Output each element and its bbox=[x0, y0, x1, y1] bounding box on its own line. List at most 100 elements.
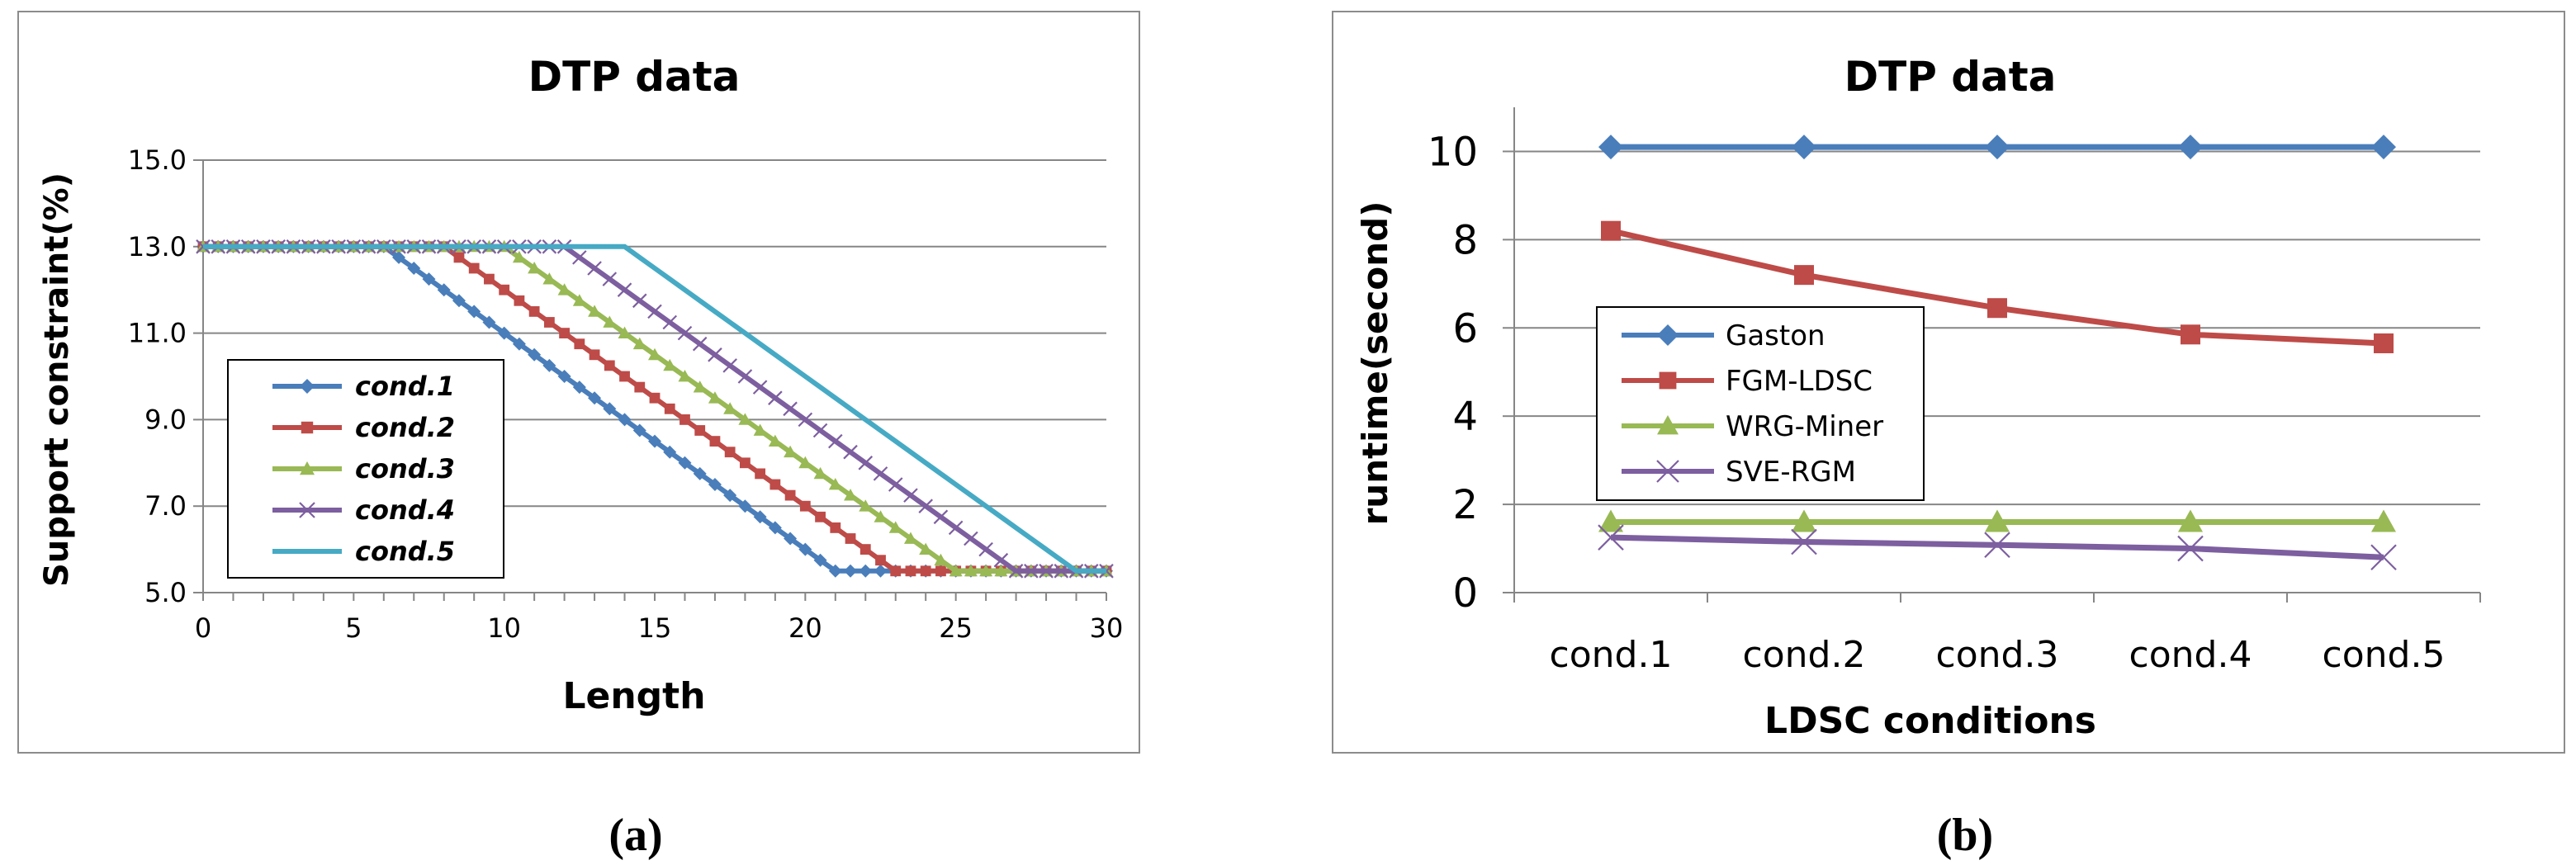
data-point bbox=[1601, 220, 1621, 241]
y-tick-label: 7.0 bbox=[144, 490, 187, 522]
data-point bbox=[2371, 135, 2396, 160]
data-point bbox=[680, 414, 690, 425]
legend-marker bbox=[1656, 460, 1679, 483]
y-tick-label: 10 bbox=[1428, 129, 1478, 175]
data-point bbox=[828, 478, 842, 490]
data-point bbox=[468, 262, 480, 274]
data-point bbox=[664, 403, 675, 414]
data-point bbox=[769, 479, 781, 490]
data-point bbox=[632, 423, 646, 437]
data-point bbox=[920, 565, 931, 577]
data-point bbox=[722, 358, 737, 373]
data-point bbox=[903, 532, 917, 544]
y-tick-label: 13.0 bbox=[128, 231, 187, 262]
chart-b-axes bbox=[1503, 107, 2481, 603]
data-point bbox=[514, 295, 525, 306]
y-tick-label: 15.0 bbox=[128, 144, 187, 176]
data-point bbox=[994, 564, 1008, 577]
data-point bbox=[813, 466, 827, 480]
data-point bbox=[1984, 532, 2010, 559]
data-point bbox=[1598, 135, 1623, 160]
x-tick-label: cond.3 bbox=[1936, 634, 2059, 676]
data-point bbox=[678, 370, 692, 382]
chart-a-x-label: Length bbox=[562, 675, 705, 717]
legend-label: SVE-RGM bbox=[1726, 456, 1856, 489]
data-point bbox=[979, 564, 993, 577]
data-point bbox=[755, 468, 766, 480]
legend-label: cond.4 bbox=[355, 494, 455, 526]
data-point bbox=[812, 423, 828, 438]
chart-b-y-ticks: 0 2 4 6 8 10 bbox=[1428, 129, 1478, 617]
data-point bbox=[2178, 509, 2203, 532]
x-tick-label: 20 bbox=[788, 612, 822, 644]
data-point bbox=[648, 434, 661, 448]
legend-marker bbox=[1657, 324, 1679, 346]
data-point bbox=[499, 284, 510, 295]
data-point bbox=[859, 564, 873, 578]
data-point bbox=[978, 541, 993, 557]
data-point bbox=[632, 337, 646, 350]
y-tick-label: 4 bbox=[1452, 394, 1478, 440]
data-point bbox=[828, 433, 843, 449]
data-point bbox=[663, 445, 677, 459]
data-point bbox=[828, 564, 842, 578]
x-tick-label: 30 bbox=[1090, 612, 1124, 644]
y-tick-label: 11.0 bbox=[128, 318, 187, 349]
data-point bbox=[949, 564, 963, 577]
panel-label-a: (a) bbox=[608, 810, 662, 861]
chart-a-legend: cond.1 cond.2 cond.3 cond.4 cond.5 bbox=[227, 359, 504, 579]
data-point bbox=[948, 520, 964, 536]
data-point bbox=[1794, 265, 1814, 286]
data-point bbox=[557, 370, 571, 383]
data-point bbox=[752, 380, 768, 395]
legend-marker bbox=[301, 421, 314, 434]
chart-a-y-ticks: 5.0 7.0 9.0 11.0 13.0 15.0 bbox=[128, 144, 187, 608]
data-point bbox=[543, 317, 555, 328]
series-cond.5 bbox=[203, 243, 1106, 574]
data-point bbox=[859, 544, 871, 555]
data-point bbox=[602, 272, 618, 286]
data-point bbox=[662, 314, 678, 330]
data-point bbox=[934, 553, 948, 566]
data-point bbox=[964, 564, 978, 577]
series-line bbox=[203, 243, 1106, 574]
data-point bbox=[919, 542, 933, 555]
chart-b-x-label: LDSC conditions bbox=[1764, 700, 2096, 742]
data-point bbox=[587, 261, 602, 276]
data-point bbox=[484, 273, 495, 285]
data-point bbox=[452, 294, 466, 308]
x-tick-label: 5 bbox=[345, 612, 362, 644]
data-point bbox=[723, 402, 737, 414]
legend-label: FGM-LDSC bbox=[1726, 365, 1873, 398]
data-point bbox=[753, 510, 767, 524]
data-point bbox=[768, 521, 782, 535]
x-tick-label: 15 bbox=[638, 612, 672, 644]
data-point bbox=[2181, 324, 2200, 345]
data-point bbox=[2178, 135, 2203, 160]
chart-a-x-ticks: 0 5 10 15 20 25 30 bbox=[195, 612, 1124, 644]
data-point bbox=[784, 445, 798, 458]
data-point bbox=[740, 457, 751, 469]
data-point bbox=[1054, 564, 1069, 579]
data-point bbox=[723, 489, 737, 503]
data-point bbox=[918, 499, 933, 513]
data-point bbox=[528, 262, 542, 274]
legend-marker bbox=[1659, 371, 1677, 390]
data-point bbox=[572, 294, 586, 306]
legend-box bbox=[1596, 306, 1925, 501]
data-point bbox=[1791, 528, 1817, 555]
x-tick-label: 0 bbox=[195, 612, 211, 644]
data-point bbox=[875, 555, 886, 566]
data-point bbox=[619, 371, 630, 382]
data-point bbox=[512, 250, 526, 263]
legend-label: cond.5 bbox=[355, 536, 455, 567]
legend-marker bbox=[300, 379, 315, 394]
data-point bbox=[1598, 509, 1623, 532]
data-point bbox=[799, 500, 811, 512]
data-point bbox=[1008, 564, 1024, 579]
data-point bbox=[2374, 333, 2394, 353]
data-point bbox=[694, 425, 706, 436]
chart-b-title: DTP data bbox=[1844, 53, 2057, 101]
data-point bbox=[830, 522, 841, 533]
